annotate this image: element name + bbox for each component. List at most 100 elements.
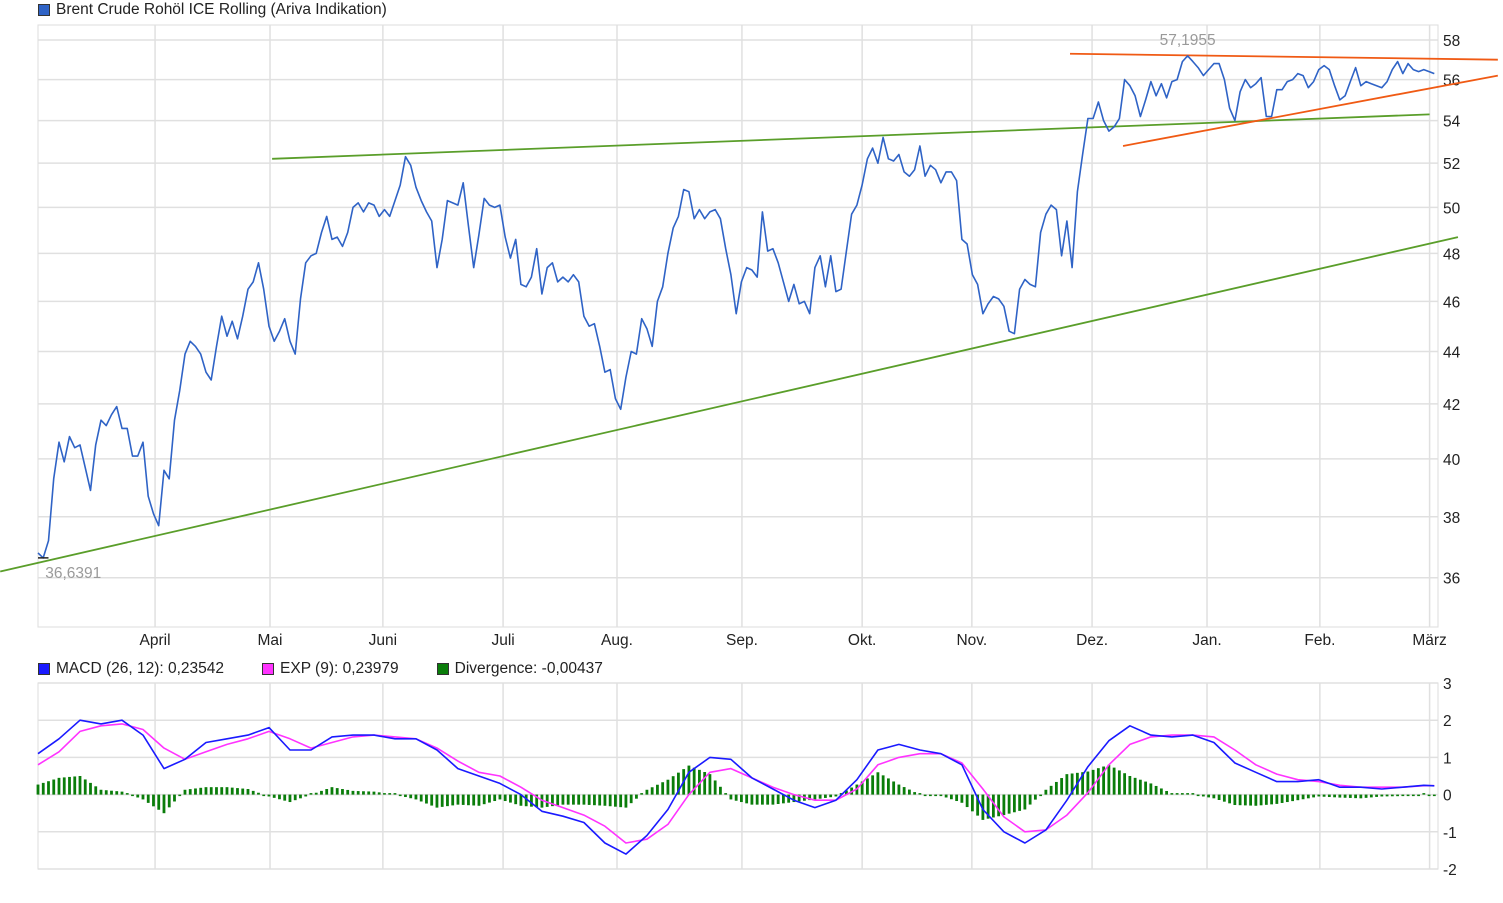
divergence-bar bbox=[603, 794, 607, 806]
divergence-bar bbox=[141, 794, 145, 800]
exp-legend-swatch bbox=[262, 663, 275, 675]
divergence-bar bbox=[913, 792, 917, 795]
divergence-bar bbox=[587, 794, 591, 805]
divergence-bar bbox=[839, 793, 843, 795]
price-y-tick-label: 38 bbox=[1443, 510, 1460, 527]
divergence-bar bbox=[1149, 783, 1153, 795]
divergence-bar bbox=[928, 794, 932, 797]
macd-y-tick-label: -1 bbox=[1443, 825, 1457, 842]
x-tick-label: Dez. bbox=[1076, 632, 1108, 649]
divergence-bar bbox=[614, 794, 617, 807]
divergence-bar bbox=[787, 794, 791, 803]
divergence-bar bbox=[304, 794, 308, 797]
divergence-bar bbox=[325, 789, 329, 795]
price-y-tick-label: 58 bbox=[1443, 33, 1460, 50]
divergence-bar bbox=[251, 790, 255, 795]
divergence-bar bbox=[152, 794, 155, 807]
divergence-bar bbox=[1312, 794, 1315, 798]
divergence-bar bbox=[1212, 794, 1216, 799]
divergence-bar bbox=[1159, 788, 1163, 795]
divergence-bar bbox=[923, 794, 927, 797]
divergence-bar bbox=[1259, 794, 1263, 806]
price-y-tick-label: 54 bbox=[1443, 114, 1461, 131]
divergence-bar bbox=[1411, 794, 1415, 797]
divergence-bar bbox=[1128, 776, 1132, 795]
divergence-bar bbox=[204, 787, 208, 795]
divergence-bar bbox=[939, 794, 943, 797]
divergence-bar bbox=[535, 794, 539, 808]
divergence-bar bbox=[241, 788, 245, 795]
divergence-bar bbox=[1432, 794, 1436, 797]
divergence-bar bbox=[860, 781, 864, 795]
divergence-bar bbox=[1033, 794, 1037, 800]
divergence-bar bbox=[886, 778, 890, 795]
divergence-bar bbox=[1359, 794, 1363, 799]
x-tick-label: April bbox=[140, 632, 171, 649]
divergence-bar bbox=[960, 794, 964, 803]
exp-legend-item: EXP (9): 0,23979 bbox=[262, 660, 399, 678]
price-y-tick-label: 42 bbox=[1443, 397, 1460, 414]
divergence-bar bbox=[230, 787, 234, 795]
divergence-bar bbox=[986, 794, 990, 819]
divergence-bar bbox=[467, 794, 470, 806]
divergence-bar bbox=[1091, 769, 1095, 795]
x-tick-label: März bbox=[1412, 632, 1446, 649]
price-y-tick-label: 52 bbox=[1443, 156, 1460, 173]
macd-legend-label: MACD (26, 12): 0,23542 bbox=[56, 660, 225, 677]
divergence-bar bbox=[1044, 789, 1048, 795]
divergence-bar bbox=[1375, 794, 1378, 797]
divergence-bar bbox=[461, 794, 465, 805]
divergence-bar bbox=[897, 784, 901, 795]
divergence-bar bbox=[419, 794, 423, 802]
divergence-bar bbox=[1096, 768, 1100, 795]
divergence-bar bbox=[629, 794, 633, 804]
price-legend-label: Brent Crude Rohöl ICE Rolling (Ariva Ind… bbox=[56, 1, 387, 18]
divergence-bar bbox=[766, 794, 770, 805]
divergence-bar bbox=[36, 784, 40, 795]
divergence-bar bbox=[524, 794, 528, 807]
divergence-bar bbox=[57, 777, 61, 795]
divergence-bar bbox=[1133, 777, 1137, 795]
trendline-triangle-top bbox=[1070, 52, 1498, 61]
divergence-bar bbox=[393, 793, 397, 795]
divergence-bar bbox=[1264, 794, 1268, 805]
divergence-bar bbox=[414, 794, 418, 800]
divergence-bar bbox=[1380, 794, 1384, 797]
divergence-bar bbox=[1049, 785, 1053, 795]
divergence-bar bbox=[981, 794, 985, 820]
divergence-bar bbox=[1338, 794, 1342, 798]
divergence-bar bbox=[451, 794, 455, 806]
divergence-bar bbox=[876, 772, 880, 795]
divergence-bar bbox=[991, 794, 995, 818]
divergence-bar bbox=[257, 792, 260, 795]
macd-y-tick-label: 2 bbox=[1443, 713, 1452, 730]
x-tick-label: Nov. bbox=[956, 632, 987, 649]
macd-legend: MACD (26, 12): 0,23542 EXP (9): 0,23979 … bbox=[38, 660, 641, 678]
divergence-bar bbox=[582, 794, 586, 805]
divergence-bar bbox=[503, 794, 507, 802]
divergence-bar bbox=[698, 769, 701, 795]
divergence-bar bbox=[1112, 767, 1116, 795]
divergence-bar bbox=[440, 794, 444, 807]
divergence-bar bbox=[719, 786, 722, 795]
divergence-bar bbox=[1191, 793, 1195, 795]
divergence-bar bbox=[1060, 778, 1064, 795]
divergence-bar bbox=[519, 794, 523, 806]
x-tick-label: Okt. bbox=[848, 632, 876, 649]
divergence-bar bbox=[745, 794, 749, 804]
price-y-tick-label: 50 bbox=[1443, 200, 1461, 217]
divergence-bar bbox=[1280, 794, 1284, 803]
divergence-bar bbox=[1233, 794, 1237, 806]
divergence-bar bbox=[157, 794, 161, 810]
divergence-bar bbox=[388, 793, 392, 795]
price-y-tick-label: 46 bbox=[1443, 294, 1460, 311]
divergence-bar bbox=[713, 780, 717, 795]
divergence-bar bbox=[776, 794, 780, 804]
divergence-bar bbox=[209, 787, 213, 795]
divergence-bar bbox=[482, 794, 486, 805]
divergence-bar bbox=[309, 793, 313, 795]
divergence-bar bbox=[1228, 794, 1232, 804]
divergence-bar bbox=[73, 776, 77, 795]
divergence-bar bbox=[761, 794, 764, 805]
price-legend-swatch bbox=[38, 4, 50, 16]
